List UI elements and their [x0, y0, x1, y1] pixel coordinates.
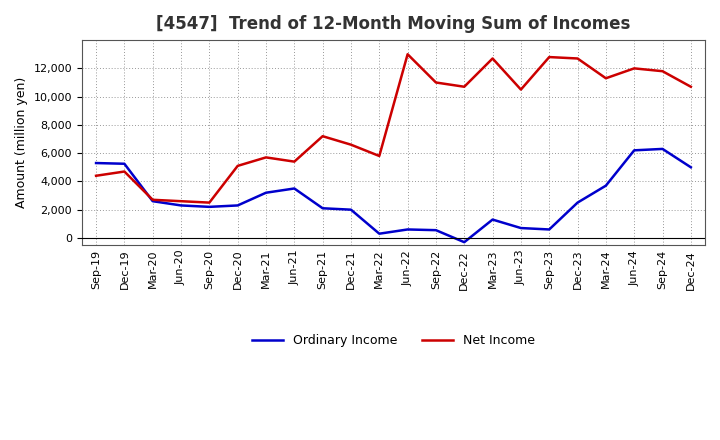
Ordinary Income: [516, 225, 525, 231]
Net Income: [176, 198, 185, 204]
Net Income: [488, 56, 497, 61]
Net Income: [205, 200, 214, 205]
Ordinary Income: [431, 227, 440, 233]
Title: [4547]  Trend of 12-Month Moving Sum of Incomes: [4547] Trend of 12-Month Moving Sum of I…: [156, 15, 631, 33]
Net Income: [460, 84, 469, 89]
Net Income: [545, 55, 554, 60]
Ordinary Income: [91, 161, 100, 166]
Net Income: [601, 76, 610, 81]
Y-axis label: Amount (million yen): Amount (million yen): [15, 77, 28, 208]
Ordinary Income: [545, 227, 554, 232]
Net Income: [375, 154, 384, 159]
Ordinary Income: [630, 148, 639, 153]
Net Income: [261, 155, 270, 160]
Ordinary Income: [148, 198, 157, 204]
Net Income: [516, 87, 525, 92]
Ordinary Income: [205, 204, 214, 209]
Net Income: [403, 51, 412, 57]
Ordinary Income: [686, 165, 695, 170]
Net Income: [120, 169, 129, 174]
Net Income: [290, 159, 299, 164]
Ordinary Income: [601, 183, 610, 188]
Ordinary Income: [176, 203, 185, 208]
Ordinary Income: [318, 205, 327, 211]
Net Income: [148, 197, 157, 202]
Ordinary Income: [346, 207, 355, 213]
Ordinary Income: [573, 200, 582, 205]
Ordinary Income: [261, 190, 270, 195]
Net Income: [91, 173, 100, 178]
Net Income: [431, 80, 440, 85]
Ordinary Income: [375, 231, 384, 236]
Ordinary Income: [460, 239, 469, 245]
Ordinary Income: [290, 186, 299, 191]
Legend: Ordinary Income, Net Income: Ordinary Income, Net Income: [246, 329, 541, 352]
Net Income: [686, 84, 695, 89]
Ordinary Income: [403, 227, 412, 232]
Ordinary Income: [488, 217, 497, 222]
Ordinary Income: [120, 161, 129, 166]
Net Income: [658, 69, 667, 74]
Ordinary Income: [658, 146, 667, 151]
Net Income: [233, 163, 242, 169]
Net Income: [318, 134, 327, 139]
Net Income: [630, 66, 639, 71]
Line: Ordinary Income: Ordinary Income: [96, 149, 690, 242]
Ordinary Income: [233, 203, 242, 208]
Line: Net Income: Net Income: [96, 54, 690, 202]
Net Income: [573, 56, 582, 61]
Net Income: [346, 142, 355, 147]
